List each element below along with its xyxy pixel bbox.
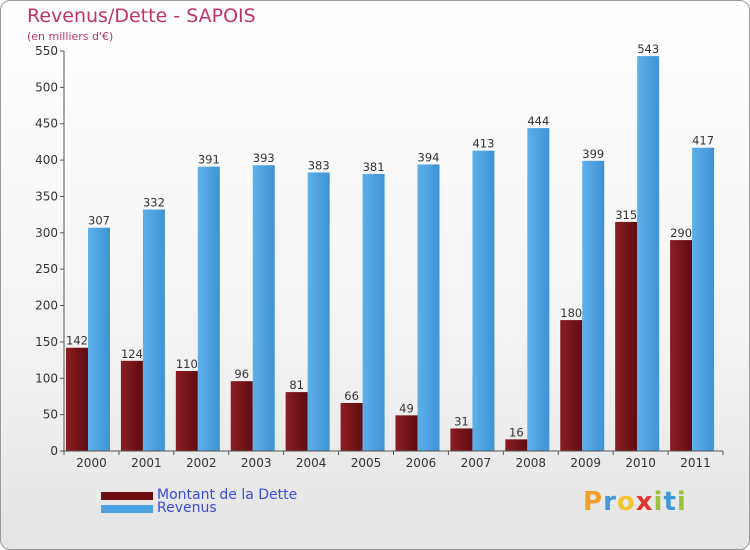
y-tick-label: 300	[35, 226, 58, 240]
legend-swatch-debt	[101, 492, 153, 500]
bar-debt	[340, 403, 363, 451]
x-tick-label: 2009	[570, 456, 601, 470]
legend-label-debt: Montant de la Dette	[157, 487, 298, 503]
data-label-debt: 81	[289, 378, 304, 392]
logo-letter: i	[653, 487, 664, 517]
logo-letter: x	[635, 487, 654, 517]
data-label-debt: 66	[344, 389, 359, 403]
logo-letter: P	[583, 487, 604, 517]
x-tick-label: 2006	[406, 456, 437, 470]
data-label-revenue: 383	[308, 158, 330, 172]
bar-debt	[670, 240, 693, 451]
bar-revenue	[472, 150, 495, 452]
x-tick-label: 2000	[76, 456, 107, 470]
bar-debt	[560, 320, 583, 451]
logo-letter: i	[676, 487, 687, 517]
bar-debt	[450, 428, 473, 451]
bar-revenue	[362, 173, 385, 451]
axes-group: 2000 2001 2002 2003 2004 2005 2006 2007 2008 2009…	[35, 44, 724, 470]
data-label-debt: 180	[560, 306, 582, 320]
y-tick-label: 250	[35, 262, 58, 276]
bar-debt	[505, 439, 528, 451]
bar-revenue	[252, 165, 275, 451]
x-tick-label: 2008	[516, 456, 547, 470]
bar-debt	[230, 381, 253, 451]
logo-letter: r	[603, 487, 617, 517]
data-label-debt: 142	[66, 334, 88, 348]
legend-swatch-revenue	[101, 505, 153, 513]
x-tick-label: 2011	[680, 456, 711, 470]
bar-revenue	[527, 128, 550, 451]
x-tick-label: 2002	[186, 456, 217, 470]
data-label-debt: 124	[121, 347, 143, 361]
data-label-revenue: 381	[363, 160, 385, 174]
data-label-debt: 31	[454, 414, 469, 428]
data-label-revenue: 417	[692, 134, 714, 148]
data-label-revenue: 307	[88, 214, 110, 228]
x-tick-label: 2004	[296, 456, 327, 470]
logo-letter: o	[616, 487, 636, 517]
data-label-debt: 110	[176, 357, 198, 371]
x-tick-label: 2001	[131, 456, 162, 470]
x-tick-label: 2003	[241, 456, 272, 470]
data-label-revenue: 393	[253, 151, 275, 165]
data-label-revenue: 332	[143, 196, 165, 210]
data-label-debt: 96	[234, 367, 249, 381]
bar-debt	[395, 415, 418, 451]
bar-debt	[66, 347, 88, 451]
y-tick-label: 200	[35, 299, 58, 313]
bars-group: 142 307 124 332 110 391 96 393 81 383 66 381 49 394 31…	[66, 42, 715, 452]
data-label-revenue: 444	[527, 114, 549, 128]
x-tick-label: 2007	[461, 456, 492, 470]
logo-letter: t	[663, 487, 677, 517]
y-tick-label: 50	[43, 408, 58, 422]
bar-revenue	[582, 160, 605, 451]
data-label-revenue: 399	[582, 147, 604, 161]
data-label-debt: 290	[670, 226, 692, 240]
bar-debt	[120, 360, 143, 451]
bar-debt	[285, 392, 308, 451]
bar-debt	[615, 221, 638, 451]
data-label-revenue: 394	[418, 150, 440, 164]
x-tick-label: 2005	[351, 456, 382, 470]
data-label-debt: 315	[615, 208, 637, 222]
data-label-debt: 49	[399, 401, 414, 415]
y-tick-label: 100	[35, 371, 58, 385]
y-tick-label: 400	[35, 153, 58, 167]
y-tick-label: 0	[50, 444, 58, 458]
bar-revenue	[417, 164, 440, 452]
y-tick-label: 350	[35, 189, 58, 203]
data-label-revenue: 391	[198, 153, 220, 167]
x-tick-label: 2010	[625, 456, 656, 470]
data-label-revenue: 413	[472, 137, 494, 151]
bar-revenue	[142, 209, 165, 451]
y-tick-label: 450	[35, 117, 58, 131]
data-label-revenue: 543	[637, 42, 659, 56]
bar-revenue	[637, 56, 660, 451]
bar-revenue	[307, 172, 330, 452]
proxiti-logo: Proxiti	[583, 487, 687, 517]
chart-title: Revenus/Dette - SAPOIS	[27, 5, 256, 27]
bar-revenue	[88, 227, 110, 451]
data-label-debt: 16	[509, 425, 524, 439]
y-tick-label: 550	[35, 44, 58, 58]
bar-revenue	[197, 166, 220, 452]
bar-revenue	[692, 147, 715, 451]
y-tick-label: 500	[35, 80, 58, 94]
chart-subtitle: (en milliers d'€)	[27, 30, 114, 43]
bar-debt	[175, 371, 198, 451]
legend-label-revenue: Revenus	[157, 500, 217, 516]
y-tick-label: 150	[35, 335, 58, 349]
